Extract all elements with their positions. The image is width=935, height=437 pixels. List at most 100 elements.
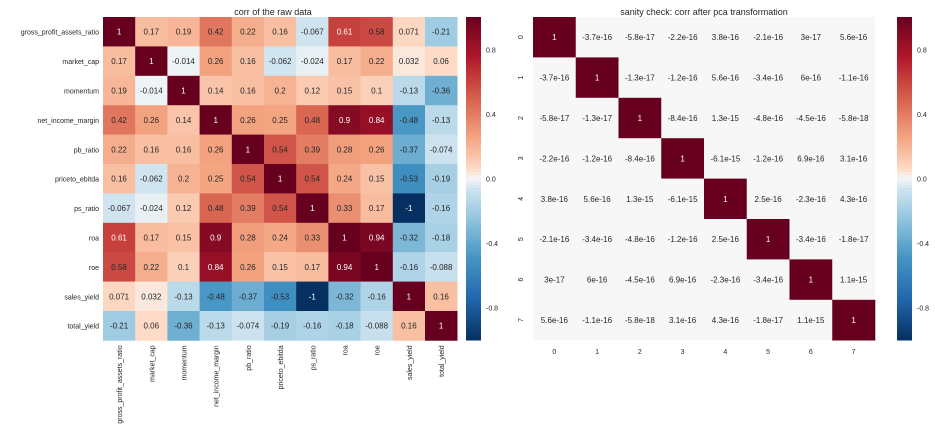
colorbar-segment xyxy=(897,36,912,41)
cell-value-label: -1.3e-17 xyxy=(625,74,655,83)
heatmap-cell xyxy=(296,252,329,282)
colorbar-segment xyxy=(897,197,912,202)
heatmap-cell xyxy=(618,299,662,341)
heatmap-cell xyxy=(103,46,136,77)
colorbar-segment xyxy=(897,252,912,257)
cell-value-label: -0.48 xyxy=(207,292,226,301)
heatmap-cell xyxy=(661,219,705,260)
heatmap-cell xyxy=(789,17,833,58)
cell-value-label: 0.06 xyxy=(144,322,160,331)
colorbar-segment xyxy=(466,23,481,28)
x-tick-label: priceto_ebitda xyxy=(278,345,285,389)
cell-value-label: 3.1e-16 xyxy=(840,154,868,163)
colorbar-segment xyxy=(897,39,912,44)
heatmap-cell xyxy=(392,164,426,194)
x-tick-labels: gross_profit_assets_ratio market_cap momen… xyxy=(117,345,446,423)
x-tick-label: market_cap xyxy=(149,345,156,382)
colorbar-segment xyxy=(466,256,481,260)
heatmap-cell xyxy=(661,138,705,179)
cell-value-label: 0.16 xyxy=(401,322,417,331)
colorbar-segment xyxy=(466,210,481,215)
cell-value-label: 0.071 xyxy=(399,28,420,37)
heatmap-cell xyxy=(103,164,136,194)
heatmap-cells: 1 0.17 0.19 0.42 0.22 0.16 -0.067 0.61 0.58 0.071… xyxy=(103,17,458,341)
colorbar-segment xyxy=(466,17,481,21)
colorbar-tick-label: -0.8 xyxy=(486,306,498,313)
heatmap-cell xyxy=(832,219,876,260)
heatmap-cell xyxy=(231,46,265,77)
heatmap-cell xyxy=(392,46,426,77)
cell-value-label: 0.06 xyxy=(433,57,449,66)
colorbar-segment xyxy=(466,220,481,225)
cell-value-label: 1 xyxy=(213,116,218,125)
heatmap-cell xyxy=(103,252,136,282)
heatmap-cell xyxy=(231,193,265,224)
cell-value-label: 0.16 xyxy=(272,28,288,37)
colorbar-segment xyxy=(466,117,481,121)
y-tick-label: net_income_margin xyxy=(38,118,100,125)
cell-value-label: -0.024 xyxy=(140,204,163,213)
colorbar-segment xyxy=(466,52,481,57)
heatmap-cell xyxy=(231,134,265,165)
cell-value-label: 1 xyxy=(278,175,283,184)
colorbar-segment xyxy=(897,97,912,102)
cell-value-label: 0.22 xyxy=(144,263,160,272)
colorbar-segment xyxy=(897,17,912,21)
colorbar-segment xyxy=(466,78,481,83)
heatmap-cell xyxy=(167,46,200,77)
heatmap-cell xyxy=(425,17,458,47)
heatmap-cell xyxy=(328,193,361,224)
y-tick-label: total_yield xyxy=(67,324,99,331)
cell-value-label: -1.8e-17 xyxy=(839,235,869,244)
colorbar-segment xyxy=(466,223,481,228)
heatmap-cell xyxy=(789,299,833,341)
cell-value-label: -0.19 xyxy=(432,175,451,184)
cell-value-label: 0.12 xyxy=(305,87,321,96)
colorbar-segment xyxy=(897,130,912,134)
cell-value-label: -3.7e-16 xyxy=(582,33,612,42)
colorbar: 0.8 0.4 0.0 -0.4 -0.8 xyxy=(897,17,929,341)
colorbar-segment xyxy=(897,265,912,270)
colorbar-segment xyxy=(466,317,481,322)
colorbar-segment xyxy=(897,223,912,228)
heatmap-cell xyxy=(167,193,200,224)
colorbar-segment xyxy=(897,29,912,34)
cell-value-label: -1.2e-16 xyxy=(753,154,783,163)
cell-value-label: 0.9 xyxy=(210,234,222,243)
colorbar-segment xyxy=(897,307,912,312)
colorbar-segment xyxy=(466,304,481,309)
colorbar-segment xyxy=(897,233,912,238)
heatmap-cell xyxy=(746,219,790,260)
colorbar-segment xyxy=(466,39,481,44)
cell-value-label: 0.48 xyxy=(208,204,224,213)
y-tick-labels: 0 1 2 3 4 5 6 7 xyxy=(518,35,525,322)
heatmap-cell xyxy=(135,46,168,77)
heatmap-cell xyxy=(704,219,748,260)
cell-value-label: 0.54 xyxy=(305,175,321,184)
cell-value-label: -0.16 xyxy=(400,263,419,272)
colorbar-segment xyxy=(466,178,481,183)
colorbar-segment xyxy=(897,162,912,167)
colorbar-segment xyxy=(466,91,481,96)
cell-value-label: 0.84 xyxy=(208,263,224,272)
colorbar-segment xyxy=(466,181,481,186)
cell-value-label: 3.1e-16 xyxy=(669,316,697,325)
colorbar-segment xyxy=(897,262,912,267)
cell-value-label: -0.014 xyxy=(140,87,163,96)
colorbar-segment xyxy=(897,336,912,341)
heatmap-cell xyxy=(360,17,394,47)
heatmap-cell xyxy=(618,97,662,139)
heatmap-cell xyxy=(789,219,833,260)
heatmap-cell xyxy=(231,17,265,47)
colorbar-segment xyxy=(466,194,481,199)
heatmap-cell xyxy=(425,46,458,77)
colorbar-segment xyxy=(897,81,912,86)
heatmap-cell xyxy=(661,57,705,99)
cell-value-label: 0.15 xyxy=(272,263,288,272)
colorbar-segment xyxy=(897,172,912,176)
heatmap-cell xyxy=(618,57,662,99)
heatmap-cell xyxy=(103,222,136,253)
colorbar-segment xyxy=(466,142,481,147)
cell-value-label: 1 xyxy=(595,74,600,83)
colorbar-segment xyxy=(897,175,912,179)
